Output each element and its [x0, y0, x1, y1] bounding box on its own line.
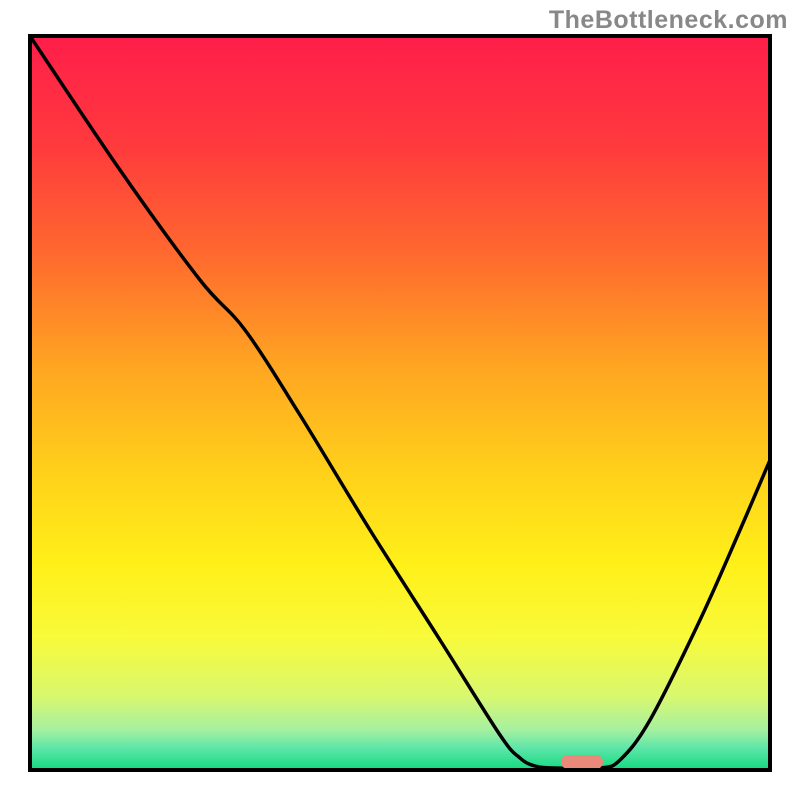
optimal-marker — [561, 755, 603, 769]
bottleneck-chart — [0, 0, 800, 800]
watermark-text: TheBottleneck.com — [549, 6, 788, 35]
plot-background — [30, 36, 770, 770]
chart-container: TheBottleneck.com — [0, 0, 800, 800]
